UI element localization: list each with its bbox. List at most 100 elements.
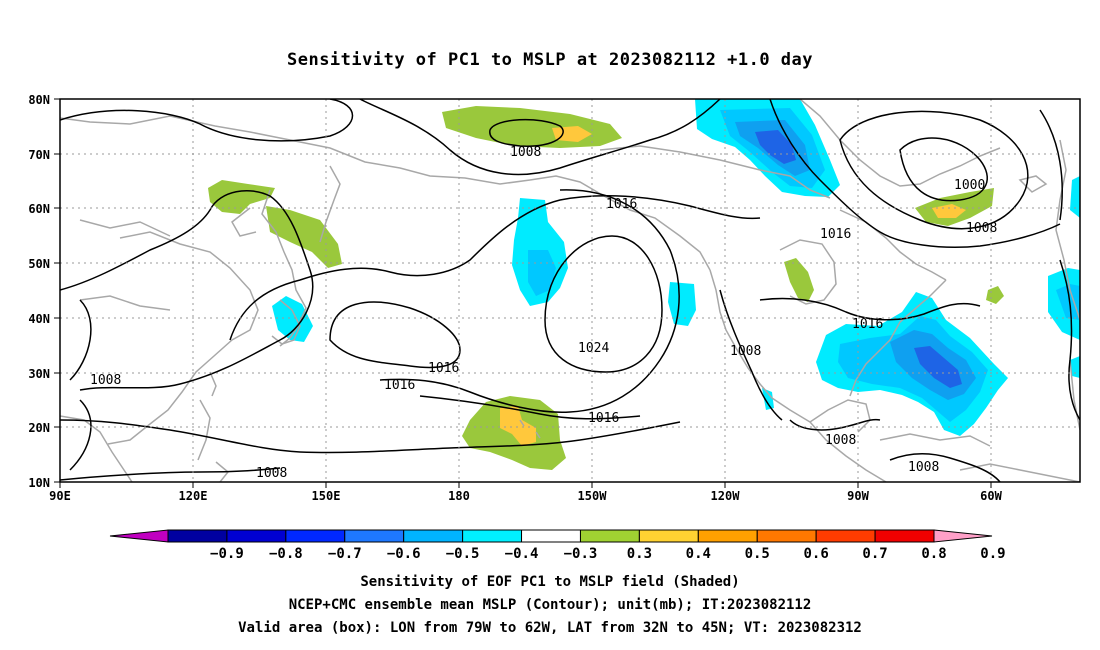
contour-label: 1016 bbox=[852, 317, 883, 332]
map-frame bbox=[59, 98, 1081, 483]
contour-label: 1008 bbox=[90, 373, 121, 388]
lat-axis: 80N 70N 60N 50N 40N 30N 20N 10N bbox=[28, 93, 60, 490]
colorbar-label: −0.6 bbox=[387, 546, 421, 560]
lat-tick-label: 30N bbox=[28, 367, 50, 381]
coast-hawaii bbox=[519, 419, 541, 439]
shade-atlantic-deepblue bbox=[914, 346, 962, 388]
colorbar-cell bbox=[285, 529, 346, 543]
coast-japan bbox=[271, 299, 301, 345]
colorbar-label: 0.5 bbox=[745, 546, 770, 560]
coast-central-america bbox=[809, 421, 887, 482]
contour-1016-na bbox=[769, 99, 1061, 248]
coast-china bbox=[107, 231, 259, 445]
coast-alaska bbox=[529, 175, 711, 271]
colorbar-cell bbox=[579, 529, 640, 543]
contour-label: 1008 bbox=[730, 344, 761, 359]
lon-tick-label: 90E bbox=[49, 489, 71, 503]
colorbar-cell bbox=[462, 529, 523, 543]
contour-1024 bbox=[544, 235, 663, 373]
caption-valid-area: Valid area (box): LON from 79W to 62W, L… bbox=[238, 620, 862, 636]
colorbar-cell bbox=[697, 529, 758, 543]
shade-labrador-yellow bbox=[932, 204, 966, 218]
figure-title: Sensitivity of PC1 to MSLP at 2023082112… bbox=[286, 50, 813, 70]
map-background bbox=[60, 99, 1080, 482]
coast-asia-east bbox=[261, 189, 307, 347]
colorbar-label: −0.8 bbox=[269, 546, 303, 560]
lon-tick-label: 180 bbox=[448, 489, 470, 503]
lat-tick-label: 50N bbox=[28, 257, 50, 271]
colorbar-label: 0.3 bbox=[627, 546, 652, 560]
contour-1016-south bbox=[60, 419, 681, 454]
shade-baja-cyan bbox=[762, 388, 774, 410]
colorbar-cell bbox=[344, 529, 405, 543]
shade-europe-cyan bbox=[1070, 176, 1080, 218]
colorbar-label: 0.4 bbox=[686, 546, 711, 560]
coast-hudson bbox=[779, 239, 837, 305]
caption-contour: NCEP+CMC ensemble mean MSLP (Contour); u… bbox=[288, 597, 812, 613]
contour-label: 1008 bbox=[256, 466, 287, 481]
contour-label: 1024 bbox=[578, 341, 609, 356]
contour-1016-east-us bbox=[759, 297, 981, 321]
colorbar-label: 0.6 bbox=[804, 546, 829, 560]
contour-labels: 1008 1000 1008 1016 1016 1024 1016 1016 … bbox=[90, 145, 997, 481]
lon-tick-label: 150W bbox=[578, 489, 608, 503]
caption-shading: Sensitivity of EOF PC1 to MSLP field (Sh… bbox=[360, 574, 740, 590]
contour-label: 1008 bbox=[825, 433, 856, 448]
contour-label: 1000 bbox=[954, 178, 985, 193]
colorbar-cell bbox=[167, 529, 228, 543]
map-panel: 1008 1000 1008 1016 1016 1024 1016 1016 … bbox=[28, 93, 1081, 560]
coast-caribbean bbox=[879, 433, 991, 447]
contour-1016-mid bbox=[229, 195, 761, 341]
contour-europe bbox=[1039, 109, 1080, 421]
colorbar-label: 0.9 bbox=[980, 546, 1005, 560]
coast-na-west bbox=[709, 269, 811, 423]
colorbar-label: −0.4 bbox=[505, 546, 539, 560]
contour-label: 1016 bbox=[588, 411, 619, 426]
contour-1016-high-inner bbox=[329, 301, 461, 369]
contour-label: 1008 bbox=[966, 221, 997, 236]
contour-1016-high-outer bbox=[379, 189, 680, 414]
shade-nfld-green bbox=[986, 286, 1004, 304]
colorbar: −0.9 −0.8 −0.7 −0.6 −0.5 −0.4 −0.3 0.3 0.4 0.5 0.6… bbox=[109, 529, 1006, 560]
lon-tick-label: 120W bbox=[711, 489, 741, 503]
lon-tick-label: 90W bbox=[847, 489, 869, 503]
lat-tick-label: 80N bbox=[28, 93, 50, 107]
contour-1008-south bbox=[60, 467, 281, 481]
colorbar-label: −0.9 bbox=[210, 546, 244, 560]
lon-tick-label: 120E bbox=[179, 489, 208, 503]
coast-africa bbox=[1069, 359, 1080, 431]
colorbar-cell bbox=[403, 529, 464, 543]
contour-label: 1016 bbox=[606, 197, 637, 212]
colorbar-cell bbox=[815, 529, 876, 543]
shade-arctic-yellow bbox=[552, 126, 592, 142]
contour-1000 bbox=[899, 137, 989, 202]
colorbar-cell bbox=[756, 529, 817, 543]
contour-1016-label-path bbox=[419, 395, 641, 420]
shade-japan-cyan bbox=[272, 296, 313, 342]
shade-pacific-cyan-2 bbox=[668, 282, 696, 326]
colorbar-label: −0.7 bbox=[328, 546, 362, 560]
sensitivity-shading bbox=[208, 99, 1080, 470]
contour-1008-carib bbox=[889, 453, 1001, 482]
colorbar-arrow-high bbox=[933, 529, 993, 543]
lat-tick-label: 60N bbox=[28, 202, 50, 216]
colorbar-cell bbox=[874, 529, 935, 543]
colorbar-cell bbox=[521, 529, 581, 543]
coast-china-inland bbox=[79, 219, 171, 311]
mslp-contours bbox=[60, 99, 1080, 482]
contour-1008-na-west bbox=[719, 289, 783, 421]
lat-tick-label: 70N bbox=[28, 148, 50, 162]
coast-kamchatka bbox=[319, 165, 341, 243]
lon-axis: 90E 120E 150E 180 150W 120W 90W 60W bbox=[49, 482, 1003, 503]
colorbar-label: −0.5 bbox=[446, 546, 480, 560]
coast-gulf bbox=[809, 399, 871, 433]
colorbar-label: 0.7 bbox=[862, 546, 887, 560]
contour-label: 1008 bbox=[510, 145, 541, 160]
coast-na-east bbox=[849, 279, 947, 397]
shade-greenland-deepblue bbox=[755, 130, 796, 164]
colorbar-arrow-low bbox=[109, 529, 169, 543]
coast-south-america bbox=[959, 463, 1080, 482]
shade-eastatlantic-lightblue bbox=[1056, 284, 1080, 320]
contour-1008-labrador bbox=[839, 110, 1029, 230]
